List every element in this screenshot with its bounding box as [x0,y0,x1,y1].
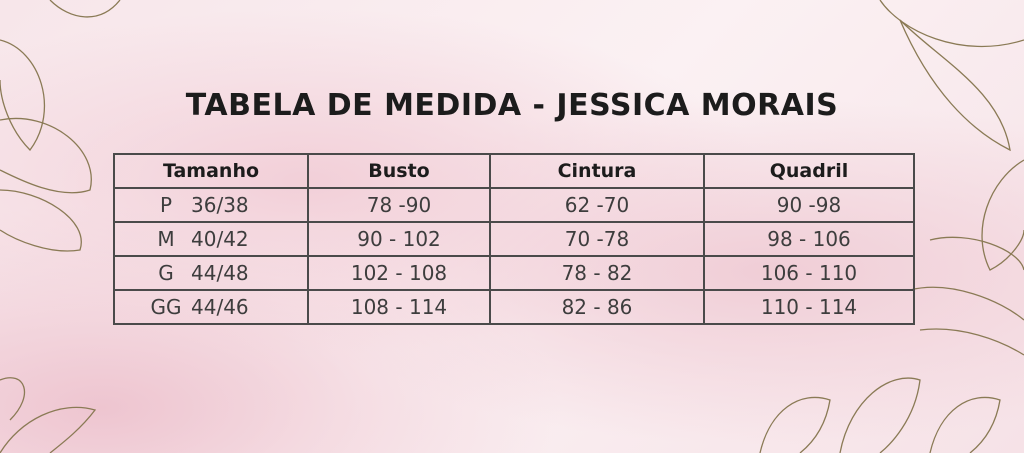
table-row: GG 44/46 108 - 114 82 - 86 110 - 114 [113,289,915,325]
size-label: M [157,227,175,251]
size-number: 40/42 [191,227,249,251]
cell-tamanho: P 36/38 [113,187,309,223]
cell-quadril: 98 - 106 [703,221,915,257]
cell-cintura: 70 -78 [489,221,705,257]
cell-quadril: 90 -98 [703,187,915,223]
table-row: G 44/48 102 - 108 78 - 82 106 - 110 [113,255,915,291]
table-row: M 40/42 90 - 102 70 -78 98 - 106 [113,221,915,257]
table-row: P 36/38 78 -90 62 -70 90 -98 [113,187,915,223]
page-title: TABELA DE MEDIDA - JESSICA MORAIS [185,88,839,123]
cell-cintura: 62 -70 [489,187,705,223]
cell-busto: 108 - 114 [307,289,491,325]
cell-busto: 78 -90 [307,187,491,223]
size-table: Tamanho Busto Cintura Quadril P 36/38 78 … [113,153,915,325]
cell-quadril: 106 - 110 [703,255,915,291]
header-cintura: Cintura [489,153,705,189]
table-header-row: Tamanho Busto Cintura Quadril [113,153,915,189]
size-label: GG [150,295,182,319]
size-number: 44/46 [191,295,249,319]
cell-tamanho: M 40/42 [113,221,309,257]
cell-busto: 90 - 102 [307,221,491,257]
cell-tamanho: G 44/48 [113,255,309,291]
cell-cintura: 82 - 86 [489,289,705,325]
size-number: 44/48 [191,261,249,285]
header-quadril: Quadril [703,153,915,189]
cell-tamanho: GG 44/46 [113,289,309,325]
size-label: G [158,261,174,285]
cell-quadril: 110 - 114 [703,289,915,325]
size-label: P [159,193,173,217]
cell-cintura: 78 - 82 [489,255,705,291]
cell-busto: 102 - 108 [307,255,491,291]
header-busto: Busto [307,153,491,189]
size-number: 36/38 [191,193,249,217]
header-tamanho: Tamanho [113,153,309,189]
